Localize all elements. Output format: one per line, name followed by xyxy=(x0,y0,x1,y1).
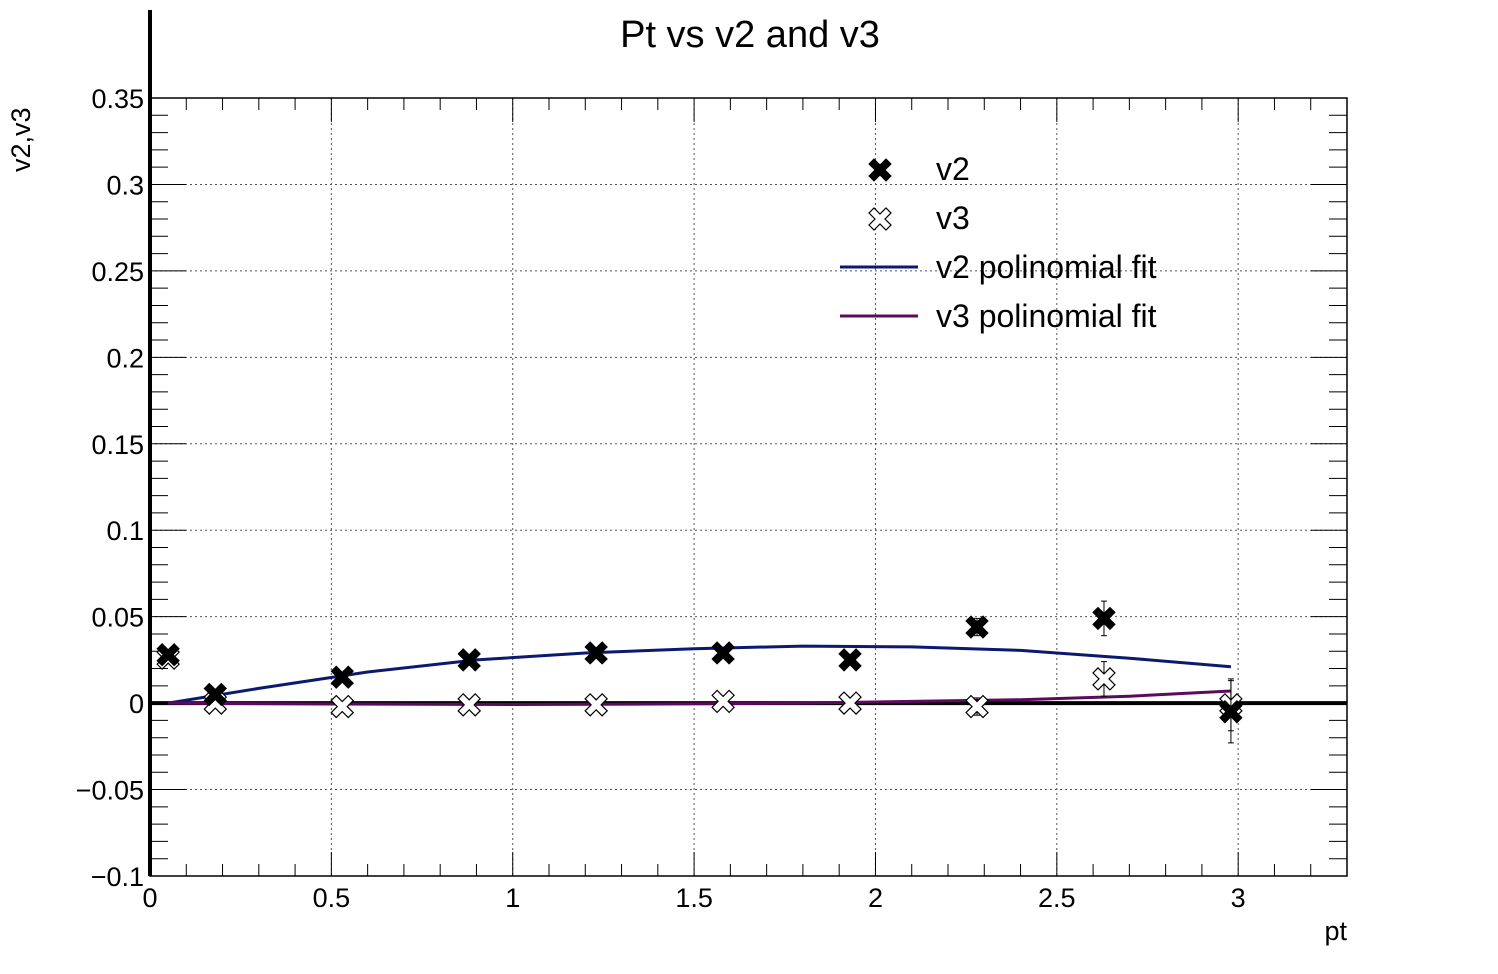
legend-entry-v2: v2 xyxy=(868,151,970,187)
y-tick-label: −0.05 xyxy=(76,776,144,806)
x-tick-label: 1.5 xyxy=(675,883,713,913)
legend-label-v3: v3 xyxy=(936,200,970,236)
legend-label-v2-fit: v2 polinomial fit xyxy=(936,249,1157,285)
legend-entry-v3: v3 xyxy=(868,200,970,236)
fit-line-v3 xyxy=(168,689,1231,707)
y-tick-label: −0.1 xyxy=(91,862,144,892)
data-point-v3 xyxy=(838,691,862,715)
data-point-v2 xyxy=(965,615,989,639)
legend-marker-v3-shape xyxy=(868,207,892,231)
data-point-v2 xyxy=(1219,700,1243,724)
data-point-v3 xyxy=(584,692,609,717)
y-tick-label: 0.35 xyxy=(91,84,144,114)
chart-title: Pt vs v2 and v3 xyxy=(620,14,880,56)
y-tick-label: 0.2 xyxy=(106,343,144,373)
axis-ticks xyxy=(149,97,1348,877)
x-tick-label: 2 xyxy=(868,883,883,913)
legend-marker-v2 xyxy=(868,158,892,182)
y-tick-label: 0 xyxy=(129,689,144,719)
y-axis-label: v2,v3 xyxy=(6,107,36,172)
data-point-v2 xyxy=(1092,606,1116,631)
data-point-v3 xyxy=(965,694,989,719)
x-tick-label: 0 xyxy=(142,883,157,913)
data-point-v2 xyxy=(156,642,180,667)
legend-entry-v3-fit: v3 polinomial fit xyxy=(840,298,1157,334)
data-point-v2 xyxy=(711,641,735,665)
x-axis-label: pt xyxy=(1324,916,1347,946)
y-tick-label: 0.3 xyxy=(106,170,144,200)
x-tick-label: 3 xyxy=(1231,883,1246,913)
y-tick-label: 0.1 xyxy=(106,516,144,546)
legend-marker-v3 xyxy=(868,207,892,231)
legend-label-v3-fit: v3 polinomial fit xyxy=(936,298,1157,334)
data-point-v3 xyxy=(457,692,482,717)
x-tick-label: 2.5 xyxy=(1038,883,1076,913)
data-point-v3 xyxy=(711,689,735,714)
x-tick-label: 0.5 xyxy=(313,883,351,913)
legend-marker-v2-shape xyxy=(868,158,892,182)
y-tick-label: 0.25 xyxy=(91,257,144,287)
data-point-v2 xyxy=(838,648,862,672)
series-layer xyxy=(156,600,1243,744)
data-point-v2 xyxy=(457,648,481,672)
fit-line-v2 xyxy=(167,644,1232,705)
y-tick-label: 0.15 xyxy=(91,430,144,460)
data-point-v2 xyxy=(584,641,608,665)
legend-label-v2: v2 xyxy=(936,151,970,187)
data-point-v2 xyxy=(203,682,227,707)
plot-frame xyxy=(149,97,1348,877)
x-tick-label: 1 xyxy=(505,883,520,913)
y-tick-label: 0.05 xyxy=(91,603,144,633)
legend: v2 v3 v2 polinomial fit v3 polinomial fi… xyxy=(840,151,1157,334)
data-point-v3 xyxy=(1092,667,1116,691)
tick-labels: 0 0.5 1 1.5 2 2.5 3 −0.1 −0.05 0 0.05 0.1 0.15 0.2 0.2… xyxy=(76,84,1246,913)
data-point-v2 xyxy=(330,665,354,689)
legend-entry-v2-fit: v2 polinomial fit xyxy=(840,249,1157,285)
data-point-v3 xyxy=(330,694,355,719)
grid xyxy=(149,97,1347,877)
